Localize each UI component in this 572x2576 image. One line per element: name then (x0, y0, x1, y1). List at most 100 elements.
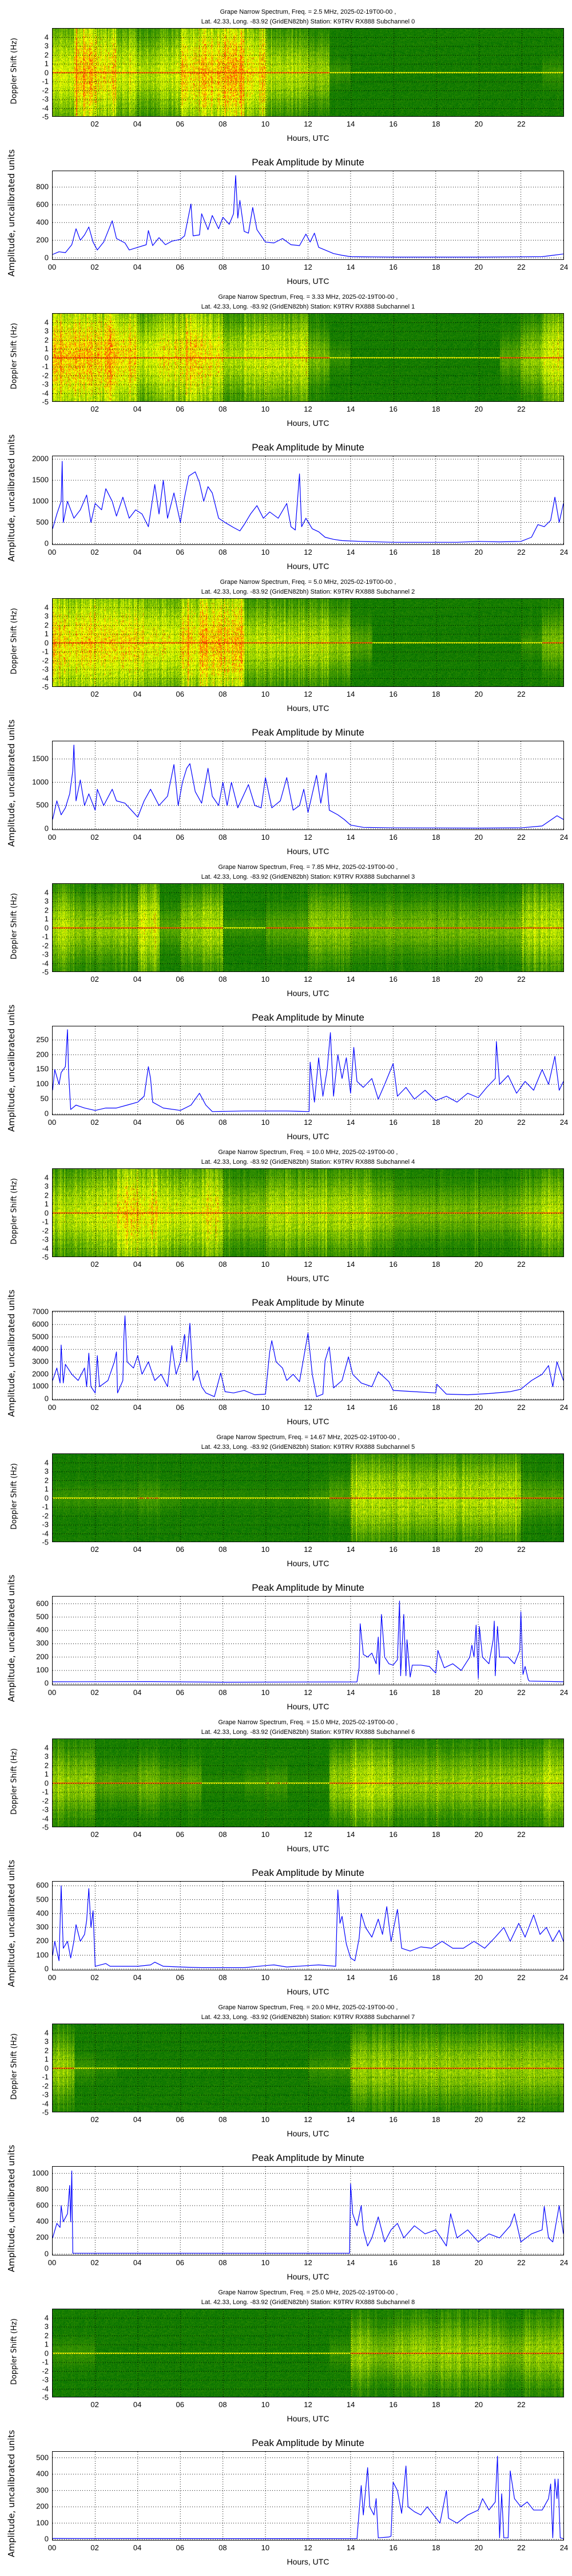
amplitude-title: Peak Amplitude by Minute (252, 2437, 364, 2448)
x-tick-label: 10 (261, 1403, 270, 1412)
y-tick-label: -3 (42, 1235, 49, 1244)
spectrogram-title-line1: Grape Narrow Spectrum, Freq. = 5.0 MHz, … (220, 579, 396, 586)
y-tick-label: 3 (44, 1182, 49, 1191)
x-tick-label: 00 (47, 2258, 57, 2267)
x-tick-label: 04 (133, 1545, 142, 1554)
x-tick-label: 18 (432, 1403, 440, 1412)
y-tick-label: 2 (44, 906, 49, 914)
y-tick-label: -2 (42, 941, 49, 950)
y-tick-label: 2 (44, 1191, 49, 1199)
x-tick-label: 22 (517, 263, 526, 271)
spectrogram-title-line2: Lat. 42.33, Long. -83.92 (GridEN82bh) St… (201, 2014, 415, 2021)
y-tick-label: -1 (42, 77, 49, 86)
x-tick-label: 22 (517, 1260, 526, 1269)
y-tick-label: -3 (42, 94, 49, 104)
x-tick-label: 18 (432, 1545, 440, 1554)
x-tick-label: 12 (304, 405, 312, 413)
x-tick-label: 12 (304, 1118, 312, 1127)
x-tick-label: 24 (559, 833, 569, 841)
x-tick-label: 00 (47, 2543, 57, 2552)
amplitude-y-axis-label: Amplitude, uncalibrated units (6, 1289, 17, 1417)
x-tick-label: 04 (133, 1260, 142, 1269)
spectrogram-plot (52, 1453, 564, 1542)
amplitude-title: Peak Amplitude by Minute (252, 442, 364, 453)
x-tick-label: 14 (346, 1688, 355, 1697)
x-tick-label: 10 (261, 1260, 270, 1269)
y-tick-label: -1 (42, 932, 49, 941)
spectrogram-y-axis-label: Doppler Shift (Hz) (10, 1748, 19, 1815)
x-tick-label: 16 (389, 1973, 398, 1982)
amplitude-series-line (53, 2456, 563, 2539)
y-tick-label: 0 (44, 1678, 49, 1688)
x-tick-label: 02 (90, 2115, 99, 2124)
x-tick-label: 10 (261, 405, 270, 413)
x-tick-label: 20 (474, 690, 483, 698)
x-tick-label: 02 (90, 1545, 99, 1554)
x-tick-label: 02 (90, 1260, 99, 1269)
x-tick-label: 10 (261, 833, 270, 841)
y-tick-label: 1 (44, 344, 49, 353)
x-tick-label: 06 (176, 2543, 184, 2552)
x-tick-label: 02 (90, 548, 99, 556)
amplitude-x-axis-label: Hours, UTC (287, 847, 329, 856)
y-tick-label: 300 (36, 1922, 49, 1931)
spectrogram-title-line1: Grape Narrow Spectrum, Freq. = 3.33 MHz,… (218, 294, 398, 301)
y-tick-label: -1 (42, 1502, 49, 1511)
x-tick-label: 06 (176, 120, 184, 128)
x-tick-label: 08 (219, 2115, 227, 2124)
x-tick-label: 02 (90, 405, 99, 413)
y-tick-label: 3 (44, 2322, 49, 2331)
y-tick-label: 200 (36, 1050, 49, 1059)
y-tick-label: 200 (36, 235, 49, 244)
y-tick-label: -5 (42, 2393, 49, 2402)
y-tick-label: 2000 (32, 454, 49, 463)
y-tick-label: 800 (36, 2184, 49, 2194)
spectrogram-x-axis-label: Hours, UTC (287, 2414, 329, 2423)
y-tick-label: 4000 (32, 1344, 49, 1353)
x-tick-label: 02 (90, 1118, 99, 1127)
x-tick-label: 10 (261, 690, 270, 698)
y-tick-label: 4 (44, 1743, 49, 1752)
x-tick-label: 04 (133, 1830, 142, 1839)
amplitude-series-line (53, 744, 563, 829)
x-tick-label: 04 (133, 690, 142, 698)
x-tick-label: 08 (219, 975, 227, 983)
y-tick-label: 0 (44, 1779, 49, 1787)
y-tick-label: -2 (42, 371, 49, 380)
x-tick-label: 08 (219, 2543, 227, 2552)
y-tick-label: 100 (36, 1950, 49, 1959)
x-tick-label: 20 (474, 1973, 483, 1982)
x-tick-label: 24 (559, 1688, 569, 1697)
y-tick-label: 3 (44, 326, 49, 335)
x-tick-label: 12 (304, 2115, 312, 2124)
amplitude-y-axis-label: Amplitude, uncalibrated units (6, 149, 17, 277)
y-tick-label: 2 (44, 2046, 49, 2055)
spectrogram-plot (52, 2309, 564, 2397)
spectrogram-grid (53, 1169, 563, 1257)
x-tick-label: 04 (133, 405, 142, 413)
x-tick-label: 14 (346, 405, 355, 413)
amplitude-y-axis-label: Amplitude, uncalibrated units (6, 719, 17, 847)
y-tick-label: 4 (44, 318, 49, 326)
y-tick-label: 500 (36, 2453, 49, 2462)
x-tick-label: 06 (176, 2115, 184, 2124)
x-tick-label: 22 (517, 2400, 526, 2409)
x-tick-label: 18 (432, 1973, 440, 1982)
y-tick-label: 1 (44, 1769, 49, 1779)
y-tick-label: 0 (44, 2349, 49, 2357)
x-tick-label: 16 (389, 2115, 398, 2124)
y-tick-label: 2 (44, 50, 49, 59)
y-tick-label: 200 (36, 1652, 49, 1661)
amplitude-x-axis-label: Hours, UTC (287, 2557, 329, 2566)
x-tick-label: 06 (176, 548, 184, 556)
spectrogram-y-axis-label: Doppler Shift (Hz) (10, 893, 19, 959)
y-tick-label: 3 (44, 896, 49, 906)
spectrogram-title-line1: Grape Narrow Spectrum, Freq. = 2.5 MHz, … (220, 9, 396, 15)
x-tick-label: 08 (219, 690, 227, 698)
spectrogram-y-axis-label: Doppler Shift (Hz) (10, 2318, 19, 2385)
amplitude-line-chart (53, 2452, 563, 2540)
x-tick-label: 18 (432, 405, 440, 413)
amplitude-title: Peak Amplitude by Minute (252, 1297, 364, 1308)
y-tick-label: 150 (36, 1064, 49, 1073)
x-tick-label: 06 (176, 975, 184, 983)
